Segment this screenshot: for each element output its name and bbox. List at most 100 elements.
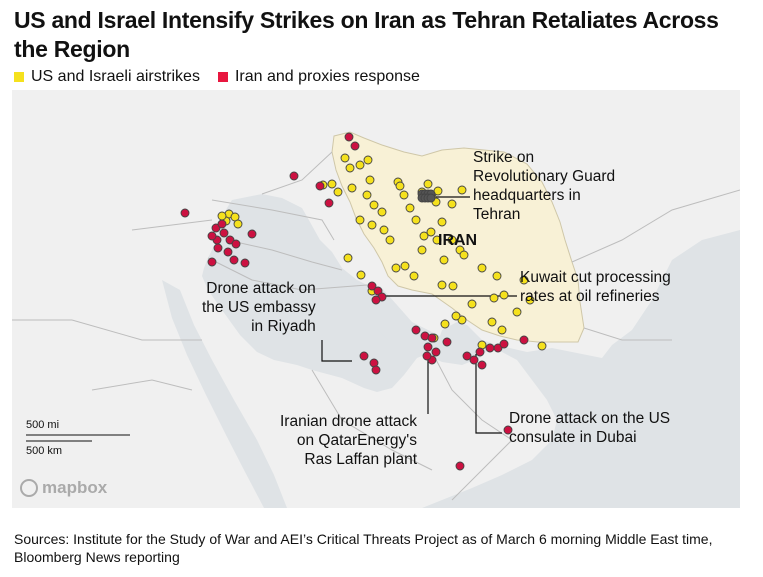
- response-marker-0: [344, 132, 354, 142]
- airstrike-marker-29: [492, 271, 502, 281]
- leader-dubai: [475, 354, 502, 434]
- response-marker-26: [431, 347, 441, 357]
- legend-item-response: Iran and proxies response: [217, 68, 420, 86]
- annotation-qatar: Iranian drone attack on QatarEnergy's Ra…: [280, 413, 418, 468]
- airstrike-marker-28: [477, 263, 487, 273]
- airstrike-marker-52: [395, 181, 405, 191]
- annotation-riyadh: Drone attack on the US embassy in Riyadh: [202, 280, 316, 335]
- response-marker-18: [240, 258, 250, 268]
- airstrike-marker-42: [447, 199, 457, 209]
- airstrike-marker-4: [362, 190, 372, 200]
- annotation-dubai: Drone attack on the US consulate in Duba…: [509, 410, 671, 446]
- legend-label-response: Iran and proxies response: [234, 68, 420, 85]
- legend-item-airstrikes: US and Israeli airstrikes: [14, 68, 200, 86]
- airstrike-marker-32: [512, 307, 522, 317]
- response-marker-9: [213, 243, 223, 253]
- response-marker-36: [499, 339, 509, 349]
- response-marker-3: [315, 181, 325, 191]
- response-marker-22: [371, 295, 381, 305]
- airstrike-marker-3: [347, 183, 357, 193]
- tehran-cluster-marker-7: [426, 193, 436, 203]
- legend: US and Israeli airstrikes Iran and proxi…: [14, 68, 438, 86]
- response-marker-11: [229, 255, 239, 265]
- scale-km: 500 km: [26, 445, 63, 457]
- airstrike-marker-56: [327, 179, 337, 189]
- legend-label-airstrikes: US and Israeli airstrikes: [31, 68, 200, 85]
- response-marker-41: [503, 425, 513, 435]
- airstrike-marker-15: [391, 263, 401, 273]
- response-marker-29: [442, 337, 452, 347]
- red-sea: [162, 280, 287, 508]
- response-marker-33: [485, 343, 495, 353]
- chart-title: US and Israel Intensify Strikes on Iran …: [14, 7, 719, 62]
- map-panel[interactable]: IRAN Strike on Revolutionary Guard headq…: [12, 90, 740, 508]
- response-marker-37: [519, 335, 529, 345]
- response-marker-20: [373, 286, 383, 296]
- airstrike-marker-50: [356, 270, 366, 280]
- response-marker-8: [225, 235, 235, 245]
- airstrike-marker-10: [385, 235, 395, 245]
- airstrike-marker-61: [217, 211, 227, 221]
- leader-lines: [321, 196, 517, 434]
- airstrike-marker-9: [379, 225, 389, 235]
- leader-riyadh: [321, 340, 352, 362]
- land-africa-coast: [12, 390, 152, 508]
- response-marker-23: [411, 325, 421, 335]
- response-marker-34: [477, 360, 487, 370]
- airstrike-marker-34: [537, 341, 547, 351]
- airstrike-marker-63: [519, 275, 529, 285]
- airstrike-marker-35: [489, 293, 499, 303]
- airstrike-marker-13: [405, 203, 415, 213]
- airstrike-marker-57: [333, 187, 343, 197]
- land-arabia: [12, 276, 557, 508]
- airstrike-marker-37: [457, 315, 467, 325]
- airstrike-marker-6: [377, 207, 387, 217]
- airstrike-marker-49: [343, 253, 353, 263]
- response-marker-40: [371, 365, 381, 375]
- airstrike-marker-22: [432, 235, 442, 245]
- airstrike-marker-41: [457, 185, 467, 195]
- response-marker-4: [324, 198, 334, 208]
- airstrike-marker-0: [340, 153, 350, 163]
- airstrike-marker-27: [459, 250, 469, 260]
- response-marker-30: [462, 351, 472, 361]
- response-marker-31: [469, 355, 479, 365]
- annotation-kuwait: Kuwait cut processing rates at oil refin…: [520, 269, 671, 305]
- response-marker-16: [247, 229, 257, 239]
- mapbox-attribution[interactable]: mapbox: [20, 478, 107, 498]
- response-marker-19: [367, 281, 377, 291]
- response-marker-1: [350, 141, 360, 151]
- airstrike-marker-23: [419, 231, 429, 241]
- airstrike-marker-20: [448, 281, 458, 291]
- legend-swatch-response: [217, 72, 228, 82]
- mapbox-text: mapbox: [42, 478, 108, 497]
- response-marker-28: [422, 351, 432, 361]
- airstrike-marker-16: [400, 261, 410, 271]
- response-marker-5: [180, 208, 190, 218]
- airstrike-marker-24: [447, 235, 457, 245]
- scale-bar: [26, 434, 130, 442]
- airstrike-marker-2: [365, 175, 375, 185]
- source-note: Sources: Institute for the Study of War …: [14, 531, 713, 565]
- airstrike-marker-5: [369, 200, 379, 210]
- airstrike-marker-7: [355, 215, 365, 225]
- persian-gulf: [368, 286, 490, 365]
- response-marker-25: [423, 342, 433, 352]
- response-marker-32: [475, 347, 485, 357]
- response-marker-7: [219, 228, 229, 238]
- airstrike-marker-53: [345, 163, 355, 173]
- borders: [12, 151, 740, 501]
- airstrike-marker-26: [439, 255, 449, 265]
- airstrike-marker-31: [487, 317, 497, 327]
- map-svg: [12, 90, 740, 508]
- airstrike-marker-36: [467, 299, 477, 309]
- airstrike-marker-33: [525, 295, 535, 305]
- response-marker-17: [217, 219, 227, 229]
- airstrike-marker-62: [233, 219, 243, 229]
- airstrike-marker-8: [367, 220, 377, 230]
- airstrike-marker-30: [499, 290, 509, 300]
- response-marker-15: [231, 239, 241, 249]
- response-marker-6: [211, 223, 221, 233]
- scale-miles: 500 mi: [26, 419, 60, 431]
- response-marker-35: [493, 343, 503, 353]
